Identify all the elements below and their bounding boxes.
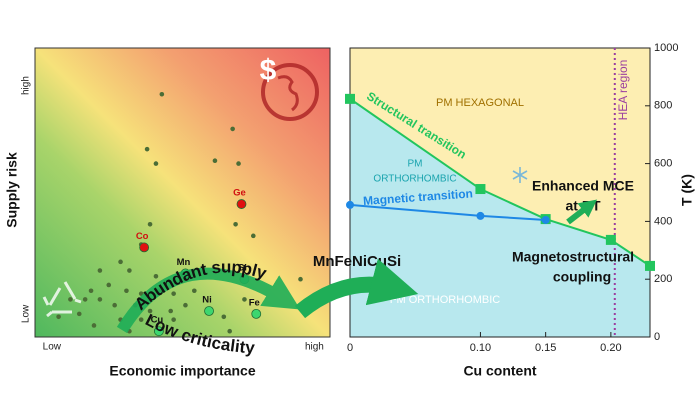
region-label: ORTHORHOMBIC	[373, 174, 456, 185]
scatter-point	[153, 274, 159, 279]
scatter-point	[230, 126, 235, 132]
scatter-point	[91, 323, 97, 328]
y-tick-label: 0	[654, 331, 660, 343]
region-label: PM	[408, 159, 423, 170]
point-label: Ni	[202, 295, 212, 306]
currency-icon: $	[260, 54, 277, 87]
y-axis-label: T (K)	[679, 174, 695, 206]
scatter-point	[168, 308, 173, 314]
scatter-point	[192, 288, 197, 294]
marker	[541, 215, 550, 224]
scatter-point	[82, 297, 88, 302]
x-tick-label: 0.10	[470, 342, 491, 354]
region-label: PM HEXAGONAL	[436, 97, 524, 109]
scatter-point	[144, 146, 150, 152]
annotation: Magnetostructural	[512, 249, 634, 265]
scatter-point	[147, 221, 153, 227]
scatter-point	[147, 308, 153, 314]
y-tick-label: Low	[21, 304, 32, 323]
middle-arrow	[294, 258, 419, 319]
region-label: FM ORTHORHOMBIC	[390, 294, 500, 306]
snowflake-icon	[512, 167, 528, 183]
compound-label: MnFeNiCuSi	[313, 253, 401, 270]
annotation: Enhanced MCE	[532, 178, 634, 194]
y-tick-label: 1000	[654, 42, 678, 54]
marker	[475, 184, 486, 195]
marker	[345, 93, 355, 104]
scatter-point	[236, 161, 241, 166]
scatter-point	[236, 199, 247, 209]
scatter-point	[204, 306, 214, 316]
scatter-point	[212, 158, 218, 164]
scatter-point	[56, 314, 61, 320]
left-arrow	[116, 267, 301, 334]
scatter-point	[112, 302, 117, 308]
annotation: coupling	[553, 269, 611, 285]
mce-arrow	[566, 199, 598, 225]
scatter-point	[298, 276, 303, 282]
marker	[645, 260, 655, 271]
point-label: Si	[238, 263, 247, 274]
x-tick-label: 0	[347, 342, 353, 354]
left-chart: Low high Low high Economic importance Supply …	[4, 76, 324, 379]
y-tick-label: 400	[654, 215, 672, 227]
point-label: Ge	[233, 188, 246, 199]
marker	[346, 200, 354, 209]
x-axis-label: Economic importance	[109, 363, 255, 379]
y-axis-label: Supply risk	[4, 152, 20, 228]
x-tick-label: 0.20	[600, 342, 621, 354]
x-tick-label: 0.15	[535, 342, 556, 354]
reference-label: HEA region	[616, 60, 630, 121]
point-label: Co	[136, 231, 149, 242]
scatter-point	[242, 297, 247, 302]
scatter-point	[221, 314, 227, 320]
x-tick-label: high	[305, 342, 324, 353]
scatter-point	[97, 297, 103, 302]
plot-frame	[349, 47, 651, 338]
scatter-point	[251, 308, 262, 319]
scatter-point	[118, 259, 123, 265]
scatter-point	[127, 268, 132, 273]
scatter-point	[227, 328, 232, 334]
y-tick-label: 800	[654, 100, 672, 112]
y-tick-label: high	[21, 76, 32, 95]
marker	[476, 211, 485, 220]
scatter-point	[97, 268, 103, 273]
scatter-point	[171, 291, 176, 296]
scatter-point	[171, 317, 176, 322]
x-axis-label: Cu content	[463, 363, 536, 379]
y-tick-label: 600	[654, 158, 672, 170]
scatter-point	[251, 233, 256, 239]
x-tick-label: Low	[43, 342, 62, 353]
scatter-point	[124, 288, 129, 294]
y-tick-label: 200	[654, 273, 672, 285]
right-chart: 0 0.10 0.15 0.20 0 200 400 600 800 1000 Cu content…	[313, 42, 695, 379]
scatter-point	[106, 282, 112, 288]
point-label: Fe	[249, 297, 260, 308]
scatter-point	[159, 91, 165, 97]
recycle-icon	[42, 281, 82, 318]
scatter-point	[183, 302, 188, 308]
scatter-point	[68, 297, 73, 302]
scatter-point	[138, 317, 144, 322]
point-label: Mn	[177, 257, 191, 268]
scatter-point	[153, 326, 164, 337]
point-label: Cu	[151, 315, 164, 326]
scatter-point	[76, 311, 82, 317]
marker	[605, 234, 616, 245]
scatter-point	[153, 161, 159, 166]
scatter-point	[139, 242, 150, 253]
scatter-point	[233, 221, 238, 227]
scatter-point	[88, 288, 94, 294]
globe-icon	[261, 63, 319, 121]
